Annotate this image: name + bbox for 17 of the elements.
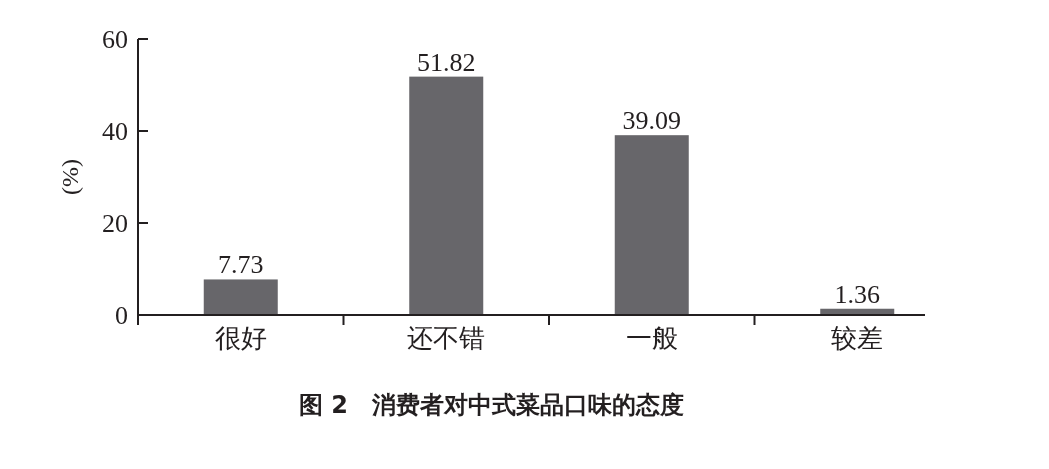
bar xyxy=(203,279,278,315)
data-label: 51.82 xyxy=(417,47,476,77)
bar xyxy=(614,135,689,315)
x-tick-label: 一般 xyxy=(625,324,678,353)
x-tick-label: 较差 xyxy=(831,324,884,353)
data-label: 39.09 xyxy=(622,106,681,136)
y-tick-label: 20 xyxy=(102,209,128,238)
y-axis-title: (%) xyxy=(57,159,83,195)
y-tick-label: 60 xyxy=(102,25,128,54)
text: 图 2 消费者对中式菜品口味的态度 xyxy=(298,391,685,419)
x-tick-label: 还不错 xyxy=(407,324,486,353)
data-label: 1.36 xyxy=(834,279,880,309)
x-tick-label: 很好 xyxy=(214,324,267,353)
y-tick-label: 0 xyxy=(115,301,128,330)
bar xyxy=(409,76,484,315)
data-label: 7.73 xyxy=(218,250,264,280)
y-tick-label: 40 xyxy=(102,117,128,146)
